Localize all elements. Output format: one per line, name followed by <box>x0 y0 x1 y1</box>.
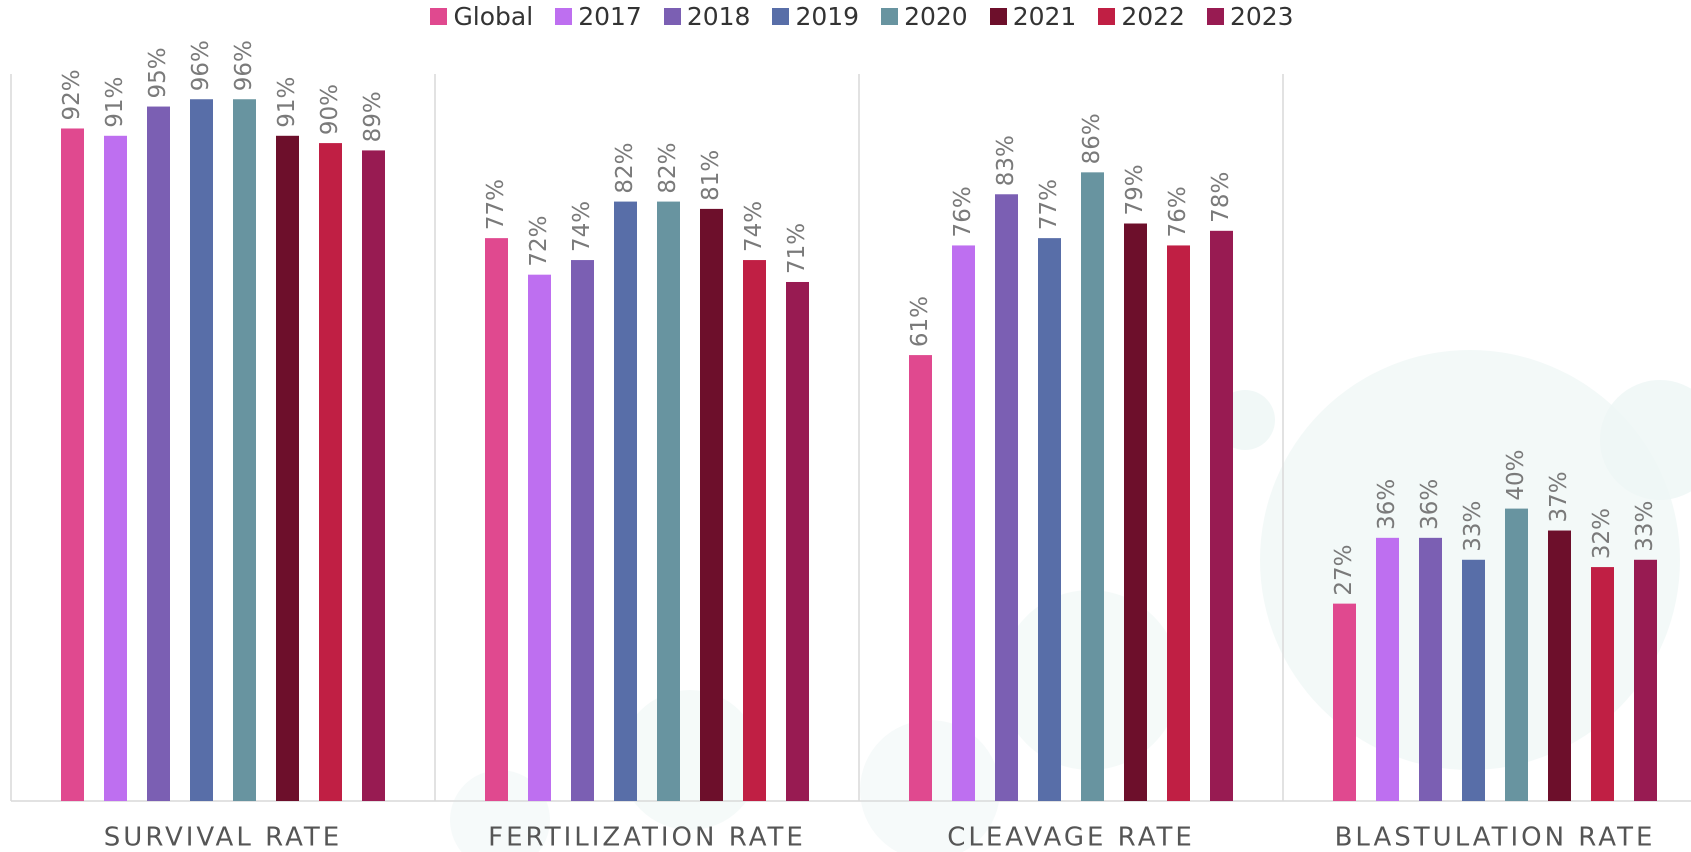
data-label: 36% <box>1417 479 1443 530</box>
data-label: 79% <box>1122 164 1148 215</box>
category-label: CLEAVAGE RATE <box>947 823 1195 852</box>
data-label: 96% <box>188 40 214 91</box>
data-label: 76% <box>950 186 976 237</box>
legend-item: 2019 <box>772 2 859 31</box>
bar <box>362 150 385 801</box>
bar <box>1376 537 1399 801</box>
bar <box>571 260 594 801</box>
bar <box>61 128 84 802</box>
bar <box>743 260 766 801</box>
bar <box>995 194 1018 801</box>
bar <box>233 99 256 802</box>
data-label: 72% <box>526 216 552 267</box>
legend-item: 2021 <box>989 2 1077 31</box>
legend-label: 2019 <box>795 2 860 31</box>
legend-item: 2020 <box>881 2 968 31</box>
legend: Global 2017 2018 2019 2020 2021 2022 2023 <box>0 2 1691 31</box>
bar <box>1081 172 1104 802</box>
bar <box>276 135 299 802</box>
bar <box>1419 537 1442 801</box>
bar <box>1038 238 1061 801</box>
data-label: 82% <box>612 142 638 193</box>
legend-swatch <box>772 8 790 25</box>
data-label: 83% <box>993 135 1019 186</box>
legend-item: 2017 <box>555 2 642 31</box>
bar <box>786 281 809 801</box>
data-label: 32% <box>1589 508 1615 559</box>
category-label: FERTILIZATION RATE <box>488 823 806 852</box>
data-label: 81% <box>698 150 724 201</box>
data-label: 71% <box>784 223 810 274</box>
legend-swatch <box>555 8 573 25</box>
bar <box>319 143 342 802</box>
data-label: 37% <box>1546 471 1572 522</box>
legend-label: 2020 <box>904 2 968 31</box>
data-label: 91% <box>274 77 300 128</box>
bar <box>952 245 975 801</box>
data-label: 74% <box>569 201 595 252</box>
legend-label: 2021 <box>1012 2 1077 31</box>
bar <box>1505 508 1528 801</box>
bar <box>190 99 213 802</box>
legend-swatch <box>1206 8 1224 25</box>
bar <box>1167 245 1190 801</box>
bar <box>104 135 127 802</box>
bar <box>614 201 637 801</box>
legend-swatch <box>881 8 899 25</box>
legend-swatch <box>1098 8 1116 25</box>
legend-item: Global <box>430 2 533 31</box>
bar <box>657 201 680 801</box>
bar <box>1333 603 1356 801</box>
data-label: 91% <box>102 77 128 128</box>
category-label: BLASTULATION RATE <box>1335 823 1656 852</box>
data-label: 33% <box>1632 501 1658 552</box>
data-label: 77% <box>483 179 509 230</box>
bar <box>1462 559 1485 801</box>
legend-swatch <box>430 8 448 25</box>
data-label: 92% <box>59 69 85 120</box>
data-label: 96% <box>231 40 257 91</box>
category-label: SURVIVAL RATE <box>104 823 342 852</box>
bar <box>1548 530 1571 801</box>
data-label: 40% <box>1503 449 1529 500</box>
data-label: 76% <box>1165 186 1191 237</box>
bar <box>1634 559 1657 801</box>
legend-swatch <box>989 8 1007 25</box>
data-label: 89% <box>360 91 386 142</box>
data-label: 95% <box>145 47 171 98</box>
legend-item: 2018 <box>663 2 751 31</box>
legend-label: 2023 <box>1229 2 1294 31</box>
bar <box>485 238 508 801</box>
legend-label: Global <box>453 2 534 31</box>
data-label: 36% <box>1374 479 1400 530</box>
data-label: 33% <box>1460 501 1486 552</box>
bar <box>909 355 932 801</box>
bar <box>528 274 551 801</box>
legend-item: 2023 <box>1206 2 1294 31</box>
bar <box>1591 567 1614 801</box>
legend-item: 2022 <box>1098 2 1185 31</box>
data-label: 90% <box>317 84 343 135</box>
data-label: 78% <box>1208 172 1234 223</box>
bar <box>1210 230 1233 801</box>
legend-label: 2018 <box>686 2 751 31</box>
data-label: 86% <box>1079 113 1105 164</box>
bar <box>147 106 170 802</box>
data-label: 74% <box>741 201 767 252</box>
data-label: 61% <box>907 296 933 347</box>
data-label: 27% <box>1331 545 1357 596</box>
bar <box>1124 223 1147 801</box>
data-label: 77% <box>1036 179 1062 230</box>
data-label: 82% <box>655 142 681 193</box>
legend-label: 2017 <box>578 2 642 31</box>
bar <box>700 208 723 801</box>
legend-swatch <box>663 8 681 25</box>
legend-label: 2022 <box>1121 2 1185 31</box>
